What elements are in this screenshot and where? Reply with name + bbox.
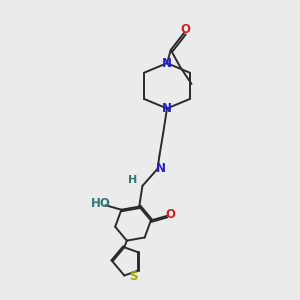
Text: O: O — [181, 23, 191, 36]
Text: HO: HO — [91, 197, 111, 210]
Text: N: N — [162, 57, 172, 70]
Text: S: S — [129, 270, 137, 283]
Text: H: H — [128, 175, 138, 185]
Text: N: N — [162, 102, 172, 115]
Text: O: O — [166, 208, 176, 221]
Text: N: N — [156, 162, 166, 176]
